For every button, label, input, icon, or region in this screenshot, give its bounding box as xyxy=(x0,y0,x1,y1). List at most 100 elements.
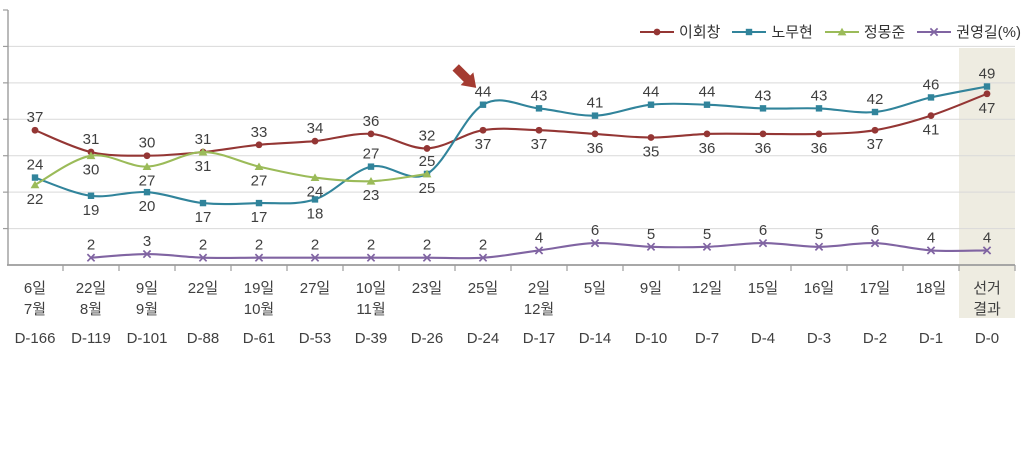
data-label: 30 xyxy=(83,162,100,179)
x-label-dday: D-17 xyxy=(523,330,556,347)
data-label: 36 xyxy=(699,140,716,157)
data-label: 2 xyxy=(199,237,207,254)
data-label: 37 xyxy=(475,136,492,153)
x-label-day: 16일 xyxy=(804,280,835,297)
x-label-dday: D-26 xyxy=(411,330,444,347)
x-label-day: 5일 xyxy=(584,280,606,297)
data-label: 37 xyxy=(867,136,884,153)
x-label-day: 22일 xyxy=(188,280,219,297)
axes xyxy=(3,9,1016,271)
data-label: 27 xyxy=(251,173,268,190)
data-label: 22 xyxy=(27,191,44,208)
gridlines xyxy=(8,45,1015,230)
x-label-day: 23일 xyxy=(412,280,443,297)
data-label: 19 xyxy=(83,202,100,219)
data-label: 37 xyxy=(531,136,548,153)
x-label-day: 27일 xyxy=(300,280,331,297)
x-label-dday: D-1 xyxy=(919,330,943,347)
x-label-dday: D-24 xyxy=(467,330,500,347)
poll-trend-chart: 37 31 30 31 33 34 36 32 37 37 36 35 36 36 36 37 41 47 24 19… xyxy=(3,9,1016,347)
data-label: 6 xyxy=(759,222,767,239)
x-label-dday: D-4 xyxy=(751,330,775,347)
x-label-day: 22일 xyxy=(76,280,107,297)
data-label: 3 xyxy=(143,233,151,250)
data-label: 17 xyxy=(251,209,268,226)
annotation-arrow-icon xyxy=(452,64,477,88)
x-label-dday: D-0 xyxy=(975,330,999,347)
x-label-dday: D-39 xyxy=(355,330,388,347)
x-label-day: 선거 xyxy=(973,280,1001,297)
x-label-month: 11월 xyxy=(356,301,385,318)
x-label-month: 10월 xyxy=(244,301,275,318)
data-label: 4 xyxy=(983,229,991,246)
data-label: 41 xyxy=(923,122,940,139)
x-label-month: 7월 xyxy=(24,301,46,318)
data-label: 23 xyxy=(363,187,380,204)
legend-item-roh-moo-hyun: 노무현 xyxy=(732,21,813,42)
data-label: 31 xyxy=(195,158,212,175)
x-axis-labels: 6일 7월 D-166 22일 8월 D-119 9일 9월 D-101 22일 D-88 19일 10… xyxy=(15,280,1001,347)
data-label: 25 xyxy=(419,180,436,197)
data-label: 18 xyxy=(307,205,324,222)
x-label-day: 2일 xyxy=(528,280,550,297)
data-label: 43 xyxy=(755,87,772,104)
x-label-month: 12월 xyxy=(524,301,555,318)
series-0: 37 31 30 31 33 34 36 32 37 37 36 35 36 36 36 37 41 47 xyxy=(27,90,995,161)
series-2: 22 30 27 31 27 24 23 25 xyxy=(27,147,436,208)
x-label-day: 18일 xyxy=(916,280,947,297)
data-label: 44 xyxy=(643,84,660,101)
series-3: 2 3 2 2 2 2 2 2 4 6 5 5 6 5 6 4 4 xyxy=(86,222,992,262)
legend-label: 노무현 xyxy=(771,24,813,41)
x-label-dday: D-3 xyxy=(807,330,831,347)
data-label: 46 xyxy=(923,76,940,93)
data-label: 31 xyxy=(83,131,100,148)
legend-label: 권영길(%) xyxy=(956,24,1021,41)
data-label: 43 xyxy=(531,87,548,104)
data-label: 44 xyxy=(699,84,716,101)
data-label: 41 xyxy=(587,95,604,112)
data-label: 5 xyxy=(703,226,711,243)
x-label-day: 9일 xyxy=(640,280,662,297)
legend-label: 이회창 xyxy=(679,24,721,41)
data-label: 27 xyxy=(139,173,156,190)
series-line xyxy=(34,85,988,206)
x-label-day: 25일 xyxy=(468,280,499,297)
data-label: 24 xyxy=(307,184,324,201)
data-label: 5 xyxy=(647,226,655,243)
data-label: 5 xyxy=(815,226,823,243)
series-line xyxy=(34,92,988,157)
x-label-dday: D-10 xyxy=(635,330,668,347)
data-label: 42 xyxy=(867,91,884,108)
x-label-dday: D-101 xyxy=(127,330,168,347)
x-label-day: 12일 xyxy=(692,280,723,297)
x-label-dday: D-166 xyxy=(15,330,56,347)
data-label: 31 xyxy=(195,131,212,148)
legend-item-chung-mong-joon: 정몽준 xyxy=(824,21,906,42)
x-label-dday: D-61 xyxy=(243,330,276,347)
x-label-month: 결과 xyxy=(973,301,1001,318)
x-label-dday: D-7 xyxy=(695,330,719,347)
data-label: 43 xyxy=(811,87,828,104)
x-label-month: 8월 xyxy=(80,301,102,318)
data-label: 35 xyxy=(643,144,660,161)
data-label: 2 xyxy=(479,237,487,254)
x-label-day: 17일 xyxy=(860,280,891,297)
legend-marker-roh-moo-hyun-icon xyxy=(732,28,767,35)
x-label-day: 9일 xyxy=(136,280,158,297)
data-label: 34 xyxy=(307,120,324,137)
data-label: 24 xyxy=(27,157,44,174)
legend-label: 정몽준 xyxy=(863,24,906,41)
data-label: 25 xyxy=(419,153,436,170)
legend-marker-kwon-young-gil-icon xyxy=(917,27,952,36)
legend-marker-chung-mong-joon-icon xyxy=(824,27,859,35)
x-label-dday: D-119 xyxy=(71,330,111,347)
x-label-dday: D-53 xyxy=(299,330,332,347)
data-label: 20 xyxy=(139,198,156,215)
x-label-day: 6일 xyxy=(24,280,46,297)
data-label: 44 xyxy=(475,84,492,101)
data-label: 2 xyxy=(311,237,319,254)
data-label: 36 xyxy=(811,140,828,157)
x-label-dday: D-2 xyxy=(863,330,887,347)
data-label: 4 xyxy=(535,229,543,246)
data-label: 36 xyxy=(587,140,604,157)
